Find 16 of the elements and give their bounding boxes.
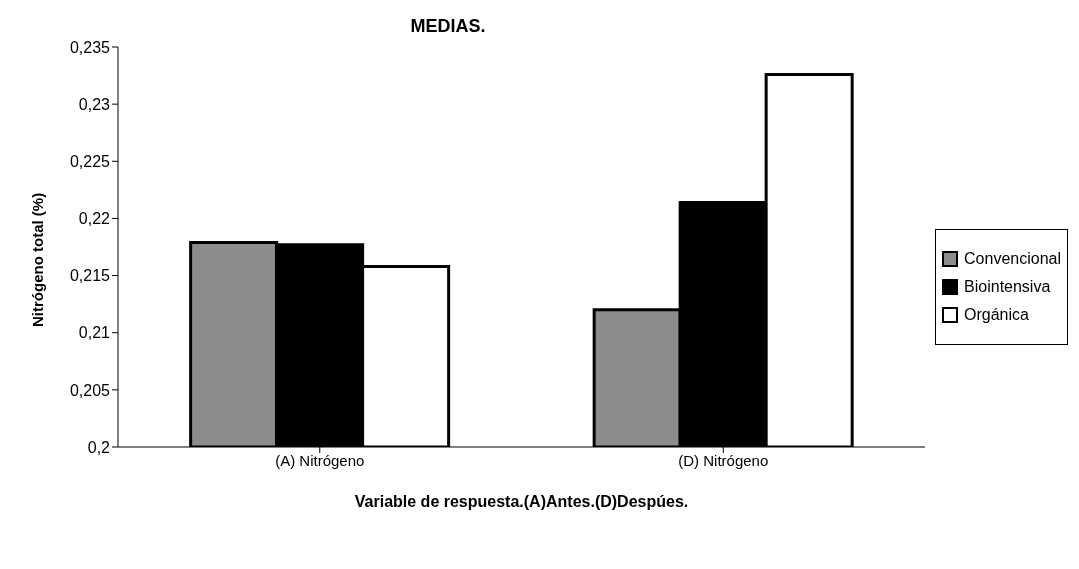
- y-tick-label: 0,23: [78, 95, 111, 113]
- x-tick-label: (A) Nitrógeno: [275, 451, 365, 469]
- x-axis-title: Variable de respuesta.(A)Antes.(D)Despúes.: [354, 493, 689, 510]
- y-tick-label: 0,22: [78, 210, 111, 228]
- chart-title: MEDIAS.: [409, 15, 487, 37]
- legend-label: Orgánica: [964, 306, 1029, 324]
- y-tick-label: 0,205: [69, 381, 111, 399]
- x-tick-label: (D) Nitrógeno: [678, 451, 769, 469]
- y-tick-label: 0,21: [78, 324, 111, 342]
- y-tick-label: 0,2: [87, 438, 111, 456]
- y-tick-label: 0,235: [69, 38, 111, 56]
- y-tick-label: 0,215: [69, 267, 111, 285]
- legend-label: Biointensiva: [964, 278, 1051, 296]
- y-tick-label: 0,225: [69, 152, 111, 170]
- y-axis-title: Nitrógeno total (%): [29, 192, 47, 327]
- legend-label: Convencional: [964, 250, 1061, 268]
